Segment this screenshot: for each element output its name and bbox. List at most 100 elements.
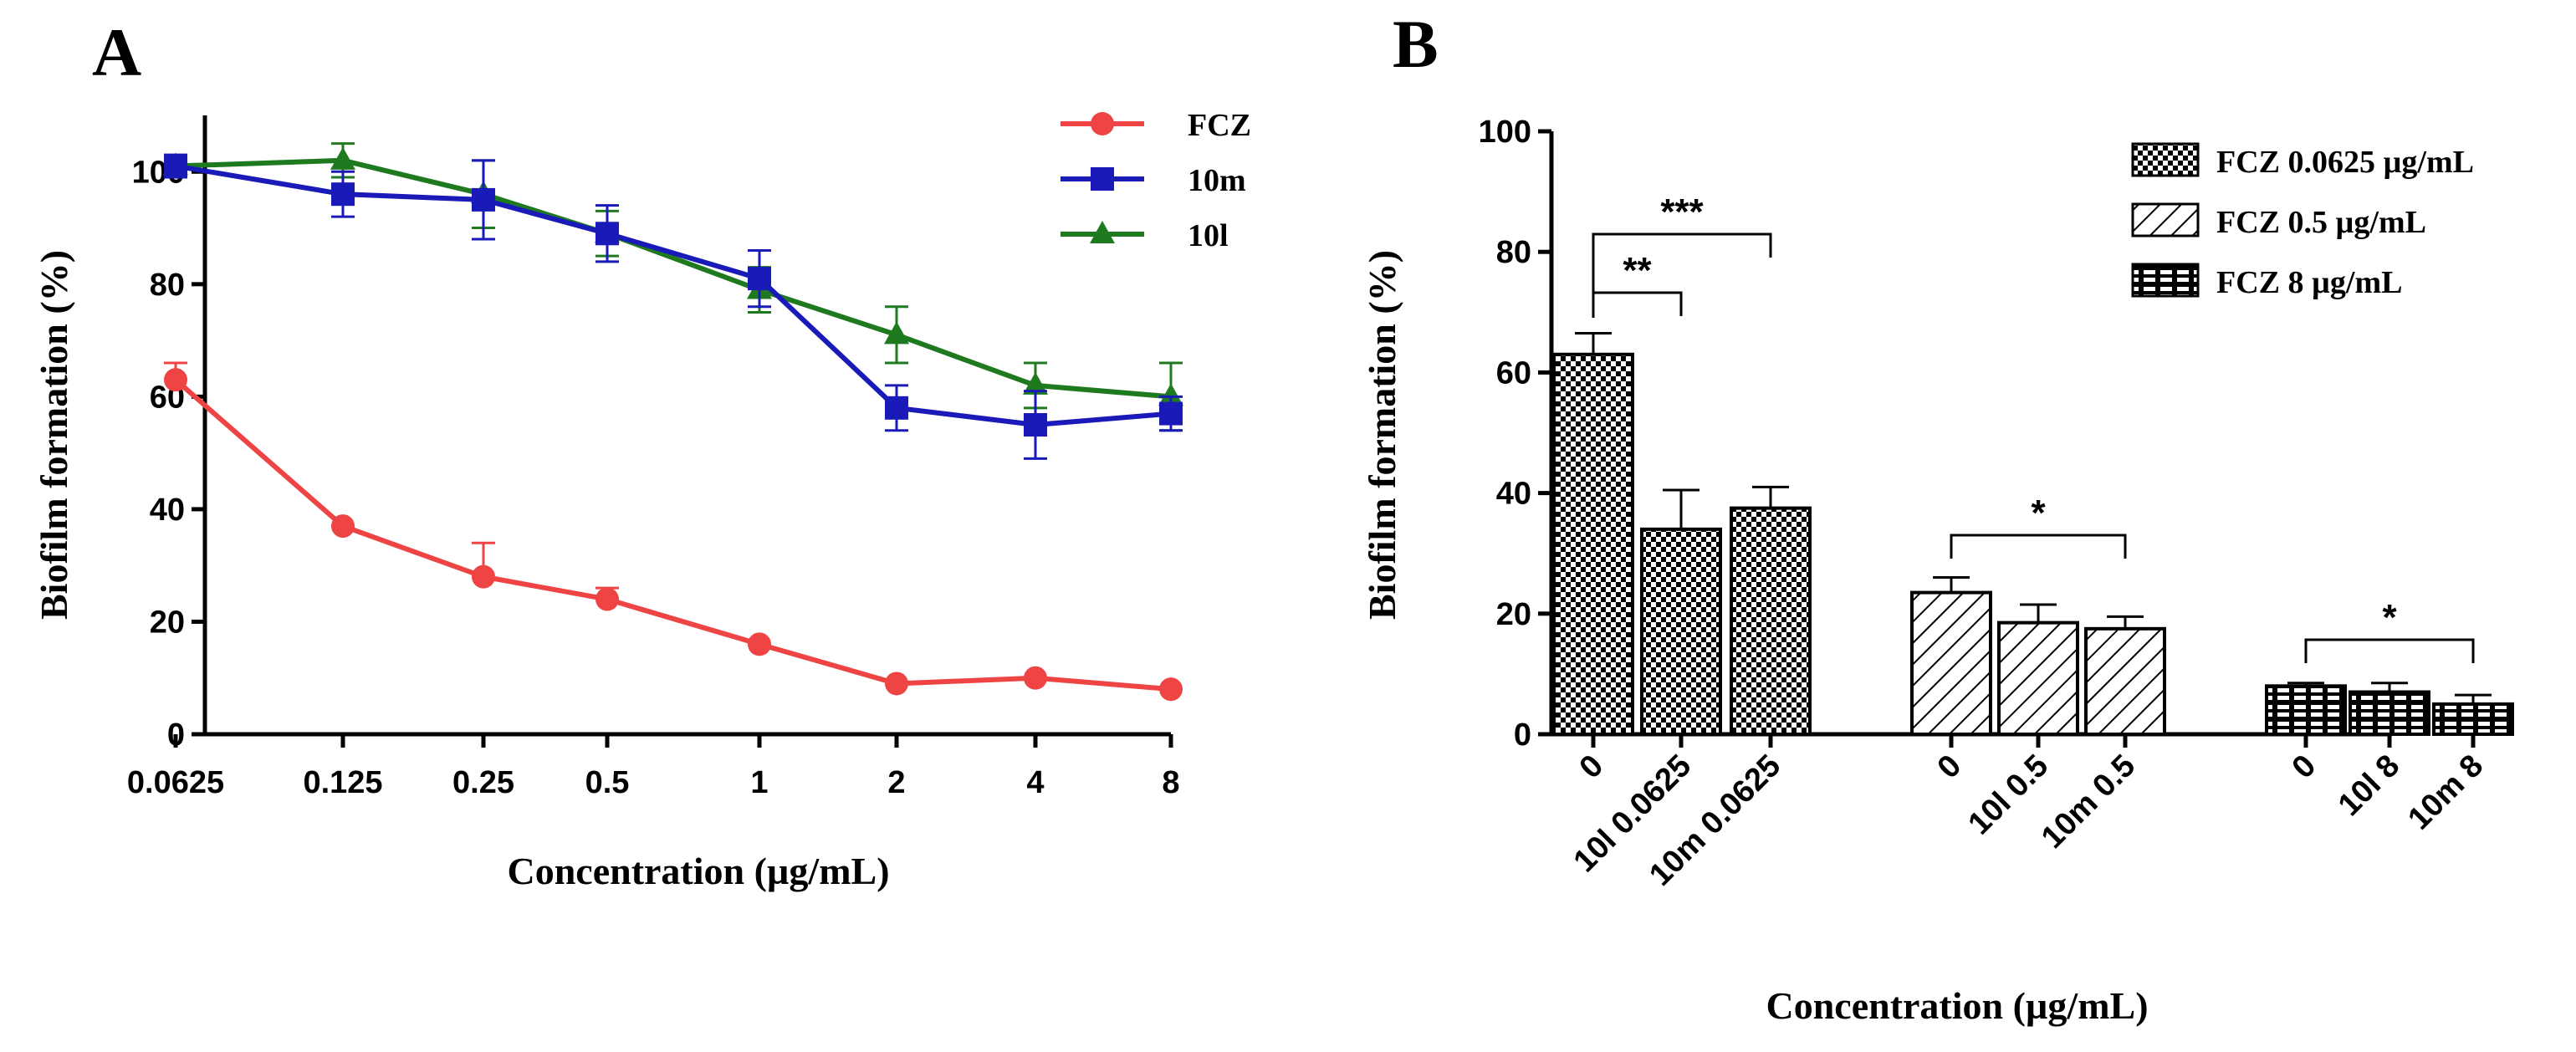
bar	[2432, 702, 2514, 737]
data-point	[1158, 383, 1183, 406]
panel-b-letter: B	[1393, 6, 1439, 82]
data-point	[472, 564, 495, 589]
panel-a-y-axis-title: Biofilm formation (%)	[33, 250, 75, 620]
data-point	[748, 632, 771, 656]
data-point	[1024, 666, 1047, 690]
data-point	[1159, 401, 1183, 426]
panel-a-x-tick-label: 1	[750, 765, 768, 800]
panel-b-y-tick-label: 100	[1479, 115, 1531, 150]
data-point	[595, 587, 619, 611]
legend-label: FCZ 0.0625 µg/mL	[2216, 145, 2474, 180]
panel-a-x-tick-label: 8	[1162, 765, 1179, 800]
x-tick-label: 10l 8	[2332, 748, 2406, 823]
significance-line	[1592, 232, 1772, 318]
panel-a-y-tick-label: 20	[150, 605, 185, 640]
legend-swatch	[2131, 263, 2200, 298]
legend-swatch	[2131, 202, 2200, 237]
panel-a-x-tick-label: 0.25	[452, 765, 514, 800]
data-point	[1024, 413, 1047, 437]
legend-label: 10l	[1188, 218, 1229, 253]
legend-entry-10m: 10m	[1061, 163, 1246, 198]
x-tick-label: 0	[2286, 748, 2323, 786]
data-point	[331, 514, 355, 539]
data-point	[595, 222, 619, 246]
legend-marker	[1091, 167, 1114, 191]
panel-b-y-tick-label: 40	[1496, 477, 1531, 512]
bar	[2349, 690, 2430, 737]
legend-marker	[1091, 112, 1114, 135]
series-line	[175, 163, 1172, 428]
panel-a-y-tick-label: 80	[150, 268, 185, 303]
panel-b: B Biofilm formation (%) Concentration (µ…	[1361, 6, 2514, 1027]
panel-b-y-tick-label: 60	[1496, 355, 1531, 391]
significance-line	[2304, 638, 2475, 663]
x-tick-label: 0	[1573, 748, 1611, 786]
panel-b-y-tick-label: 20	[1496, 597, 1531, 632]
bar	[1997, 620, 2079, 736]
x-tick-label: 10m 0.5	[2035, 748, 2142, 855]
x-tick-label: 0	[1931, 748, 1969, 786]
significance-line	[1950, 534, 2127, 559]
panel-a-x-tick-label: 0.0625	[127, 765, 224, 800]
legend-swatch	[2131, 142, 2200, 177]
significance-line	[1592, 291, 1683, 318]
panel-a-y-tick-label: 40	[150, 493, 185, 528]
data-point	[331, 182, 355, 207]
series-FCZ	[164, 361, 1183, 702]
bar	[2265, 684, 2347, 737]
data-point	[1023, 371, 1048, 395]
data-point	[1159, 677, 1183, 702]
panel-a-x-tick-label: 0.125	[303, 765, 382, 800]
significance-bracket: **	[1592, 250, 1683, 318]
data-point	[472, 187, 495, 212]
x-tick-label: 10m 8	[2401, 748, 2490, 837]
significance-label: *	[2031, 493, 2046, 534]
legend-label: 10m	[1188, 163, 1246, 198]
bar	[1730, 506, 1812, 736]
series-10m	[164, 153, 1183, 460]
legend-label: FCZ 0.5 µg/mL	[2216, 205, 2426, 240]
significance-bracket: *	[2304, 597, 2475, 663]
bar	[1552, 352, 1634, 736]
series-line	[174, 377, 1172, 692]
data-point	[885, 396, 908, 420]
bar	[1910, 590, 1992, 736]
legend-entry-10l: 10l	[1061, 218, 1229, 253]
bar	[2084, 626, 2166, 737]
panel-b-x-axis-title: Concentration (µg/mL)	[1766, 984, 2148, 1027]
panel-a-x-tick-label: 2	[887, 765, 905, 800]
panel-a-x-axis-title: Concentration (µg/mL)	[507, 850, 889, 892]
panel-a: A Biofilm formation (%) Concentration (µ…	[33, 14, 1251, 892]
data-point	[330, 146, 355, 170]
significance-label: ***	[1660, 192, 1704, 232]
legend-entry: FCZ 8 µg/mL	[2131, 263, 2402, 300]
significance-bracket: *	[1950, 493, 2127, 559]
panel-b-y-tick-label: 0	[1514, 718, 1531, 753]
significance-bracket: ***	[1592, 192, 1772, 318]
data-point	[164, 368, 187, 392]
legend-entry: FCZ 0.5 µg/mL	[2131, 202, 2426, 240]
panel-a-x-tick-label: 4	[1026, 765, 1044, 800]
bar	[1640, 527, 1722, 736]
panel-b-y-tick-label: 80	[1496, 235, 1531, 270]
panel-a-x-tick-label: 0.5	[585, 765, 630, 800]
legend-entry-FCZ: FCZ	[1061, 108, 1251, 143]
significance-label: **	[1623, 250, 1652, 291]
data-point	[884, 321, 909, 345]
data-point	[164, 154, 187, 178]
significance-label: *	[2382, 597, 2397, 638]
data-point	[885, 672, 908, 696]
legend-marker	[1090, 221, 1115, 243]
legend-label: FCZ 8 µg/mL	[2216, 265, 2402, 300]
legend-label: FCZ	[1188, 108, 1251, 143]
series-line	[175, 157, 1172, 400]
legend-entry: FCZ 0.0625 µg/mL	[2131, 142, 2474, 180]
panel-b-y-axis-title: Biofilm formation (%)	[1361, 250, 1403, 620]
series-10l	[163, 142, 1183, 432]
panel-a-letter: A	[92, 14, 141, 90]
data-point	[748, 267, 771, 291]
